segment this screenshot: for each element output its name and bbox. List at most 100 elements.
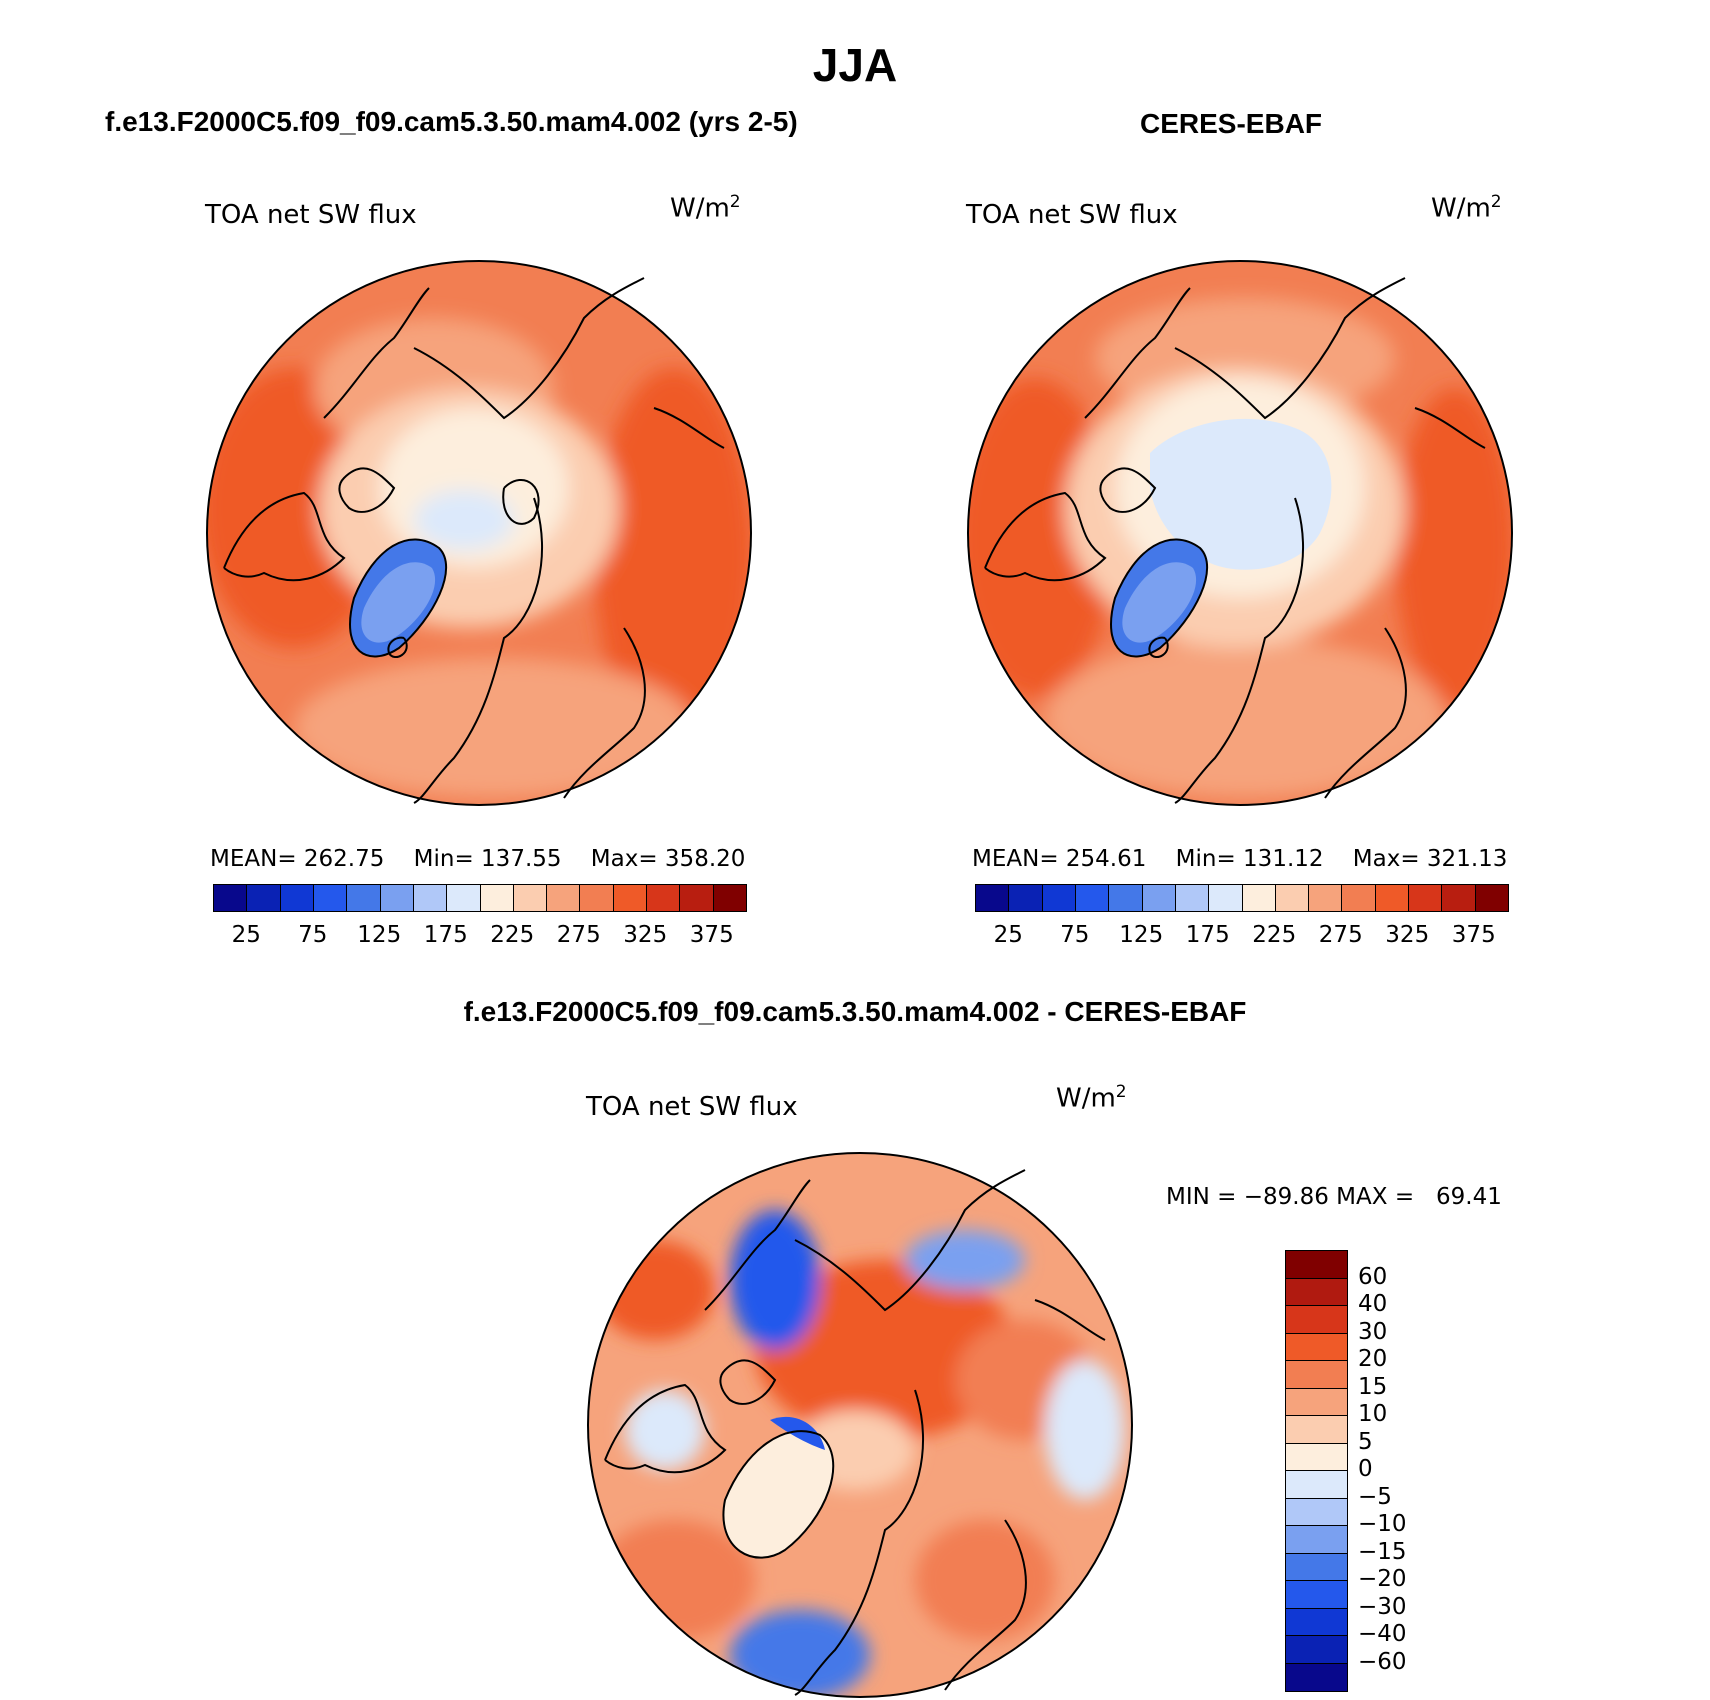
model-coastlines xyxy=(223,277,725,804)
diff-colorbar-tick-label: 0 xyxy=(1358,1456,1373,1482)
diff-colorbar-segment xyxy=(1286,1333,1347,1361)
obs-polar-map xyxy=(967,260,1513,806)
diff-greenland-edge xyxy=(770,1416,825,1450)
model-field-label: TOA net SW flux xyxy=(205,200,417,230)
obs-colorbar-segment xyxy=(1409,885,1443,911)
model-colorbar-tick-label: 275 xyxy=(556,922,601,948)
obs-colorbar xyxy=(975,884,1509,912)
obs-sea-ice-region xyxy=(1150,418,1332,570)
model-colorbar xyxy=(213,884,747,912)
diff-colorbar-tick-label: 60 xyxy=(1358,1263,1388,1290)
diff-field-northwest xyxy=(595,1240,715,1340)
obs-colorbar-tick-label: 375 xyxy=(1451,922,1496,948)
model-colorbar-tick-label: 225 xyxy=(490,922,535,948)
diff-colorbar-segment xyxy=(1286,1526,1347,1554)
obs-colorbar-tick-label: 325 xyxy=(1385,922,1430,948)
diff-field-bering-blue xyxy=(730,1210,820,1350)
diff-field-west-pale xyxy=(625,1390,705,1470)
obs-stats: MEAN= 254.61 Min= 131.12 Max= 321.13 xyxy=(972,846,1508,872)
diff-colorbar-segment xyxy=(1286,1251,1347,1279)
model-field-pole xyxy=(414,490,514,550)
model-colorbar-segment xyxy=(613,885,648,911)
obs-colorbar-tick-label: 175 xyxy=(1185,922,1230,948)
diff-colorbar-tick-label: −10 xyxy=(1358,1511,1407,1537)
obs-colorbar-tick-label: 125 xyxy=(1119,922,1164,948)
diff-colorbar-segment xyxy=(1286,1443,1347,1471)
model-colorbar-segment xyxy=(713,885,746,911)
diff-field-southeast xyxy=(915,1520,1055,1640)
diff-colorbar-segment xyxy=(1286,1278,1347,1306)
diff-colorbar-segment xyxy=(1286,1581,1347,1609)
model-stats: MEAN= 262.75 Min= 137.55 Max= 358.20 xyxy=(210,846,746,872)
diff-colorbar-segment xyxy=(1286,1388,1347,1416)
model-colorbar-segment xyxy=(347,885,381,911)
model-field-east xyxy=(594,368,751,748)
model-colorbar-segment xyxy=(214,885,248,911)
model-colorbar-segment xyxy=(413,885,448,911)
diff-colorbar-tick-label: −20 xyxy=(1358,1566,1407,1592)
model-colorbar-tick-label: 75 xyxy=(298,922,328,948)
model-colorbar-segment xyxy=(380,885,414,911)
model-subtitle: f.e13.F2000C5.f09_f09.cam5.3.50.mam4.002… xyxy=(105,106,798,137)
diff-colorbar xyxy=(1285,1250,1348,1692)
model-colorbar-tick-label: 125 xyxy=(357,922,402,948)
obs-colorbar-segment xyxy=(1242,885,1276,911)
diff-colorbar-segment xyxy=(1286,1416,1347,1444)
diff-min-max: MIN = −89.86 MAX = 69.41 xyxy=(1166,1184,1502,1210)
model-colorbar-segment xyxy=(580,885,614,911)
obs-field-east xyxy=(1395,388,1512,708)
model-colorbar-segment xyxy=(480,885,514,911)
model-colorbar-tick-label: 375 xyxy=(689,922,734,948)
diff-colorbar-tick-label: −15 xyxy=(1358,1538,1407,1565)
diff-field-label: TOA net SW flux xyxy=(586,1092,798,1122)
diff-colorbar-segment xyxy=(1286,1553,1347,1581)
model-colorbar-tick-label: 25 xyxy=(231,922,261,948)
obs-colorbar-segment xyxy=(1309,885,1343,911)
model-colorbar-tick-label: 175 xyxy=(423,922,468,948)
diff-field-atlantic-blue xyxy=(730,1610,870,1697)
obs-colorbar-tick-label: 225 xyxy=(1252,922,1297,948)
obs-colorbar-segment xyxy=(1342,885,1376,911)
model-colorbar-segment xyxy=(513,885,548,911)
model-greenland-interior xyxy=(361,562,436,643)
model-colorbar-segment xyxy=(547,885,581,911)
model-colorbar-segment xyxy=(647,885,681,911)
diff-colorbar-tick-label: 5 xyxy=(1358,1428,1373,1455)
diff-colorbar-tick-label: −60 xyxy=(1358,1648,1407,1675)
obs-colorbar-tick-label: 275 xyxy=(1318,922,1363,948)
obs-colorbar-segment xyxy=(1009,885,1043,911)
obs-field-label: TOA net SW flux xyxy=(966,200,1178,230)
main-title: JJA xyxy=(812,39,898,91)
obs-colorbar-segment xyxy=(1475,885,1508,911)
diff-polar-map xyxy=(587,1152,1133,1698)
diff-colorbar-segment xyxy=(1286,1636,1347,1664)
diff-colorbar-tick-label: −30 xyxy=(1358,1593,1407,1620)
obs-colorbar-segment xyxy=(1442,885,1476,911)
diff-colorbar-segment xyxy=(1286,1663,1347,1691)
diff-field-central xyxy=(755,1260,1015,1440)
diff-field-north-blue xyxy=(905,1230,1025,1290)
diff-colorbar-tick-label: 20 xyxy=(1358,1346,1388,1372)
obs-colorbar-tick-label: 25 xyxy=(993,922,1023,948)
obs-colorbar-segment xyxy=(1142,885,1176,911)
model-field-west xyxy=(207,368,389,648)
obs-colorbar-tick-label: 75 xyxy=(1060,922,1090,948)
obs-colorbar-segment xyxy=(1375,885,1410,911)
diff-colorbar-segment xyxy=(1286,1608,1347,1636)
diff-unit: W/m2 xyxy=(1056,1082,1127,1114)
diff-colorbar-segment xyxy=(1286,1306,1347,1334)
obs-field-south xyxy=(1045,638,1445,798)
diff-colorbar-segment xyxy=(1286,1361,1347,1389)
diff-colorbar-tick-label: −5 xyxy=(1358,1483,1392,1510)
model-colorbar-segment xyxy=(680,885,714,911)
obs-colorbar-segment xyxy=(1175,885,1210,911)
obs-colorbar-segment xyxy=(1275,885,1310,911)
model-colorbar-segment xyxy=(313,885,348,911)
model-polar-map xyxy=(206,260,752,806)
diff-colorbar-tick-label: −40 xyxy=(1358,1621,1407,1647)
obs-subtitle: CERES-EBAF xyxy=(1140,108,1323,139)
diff-colorbar-tick-label: 15 xyxy=(1358,1373,1388,1400)
model-unit: W/m2 xyxy=(670,192,741,224)
obs-coastlines xyxy=(984,277,1486,804)
diff-subtitle: f.e13.F2000C5.f09_f09.cam5.3.50.mam4.002… xyxy=(463,996,1247,1027)
